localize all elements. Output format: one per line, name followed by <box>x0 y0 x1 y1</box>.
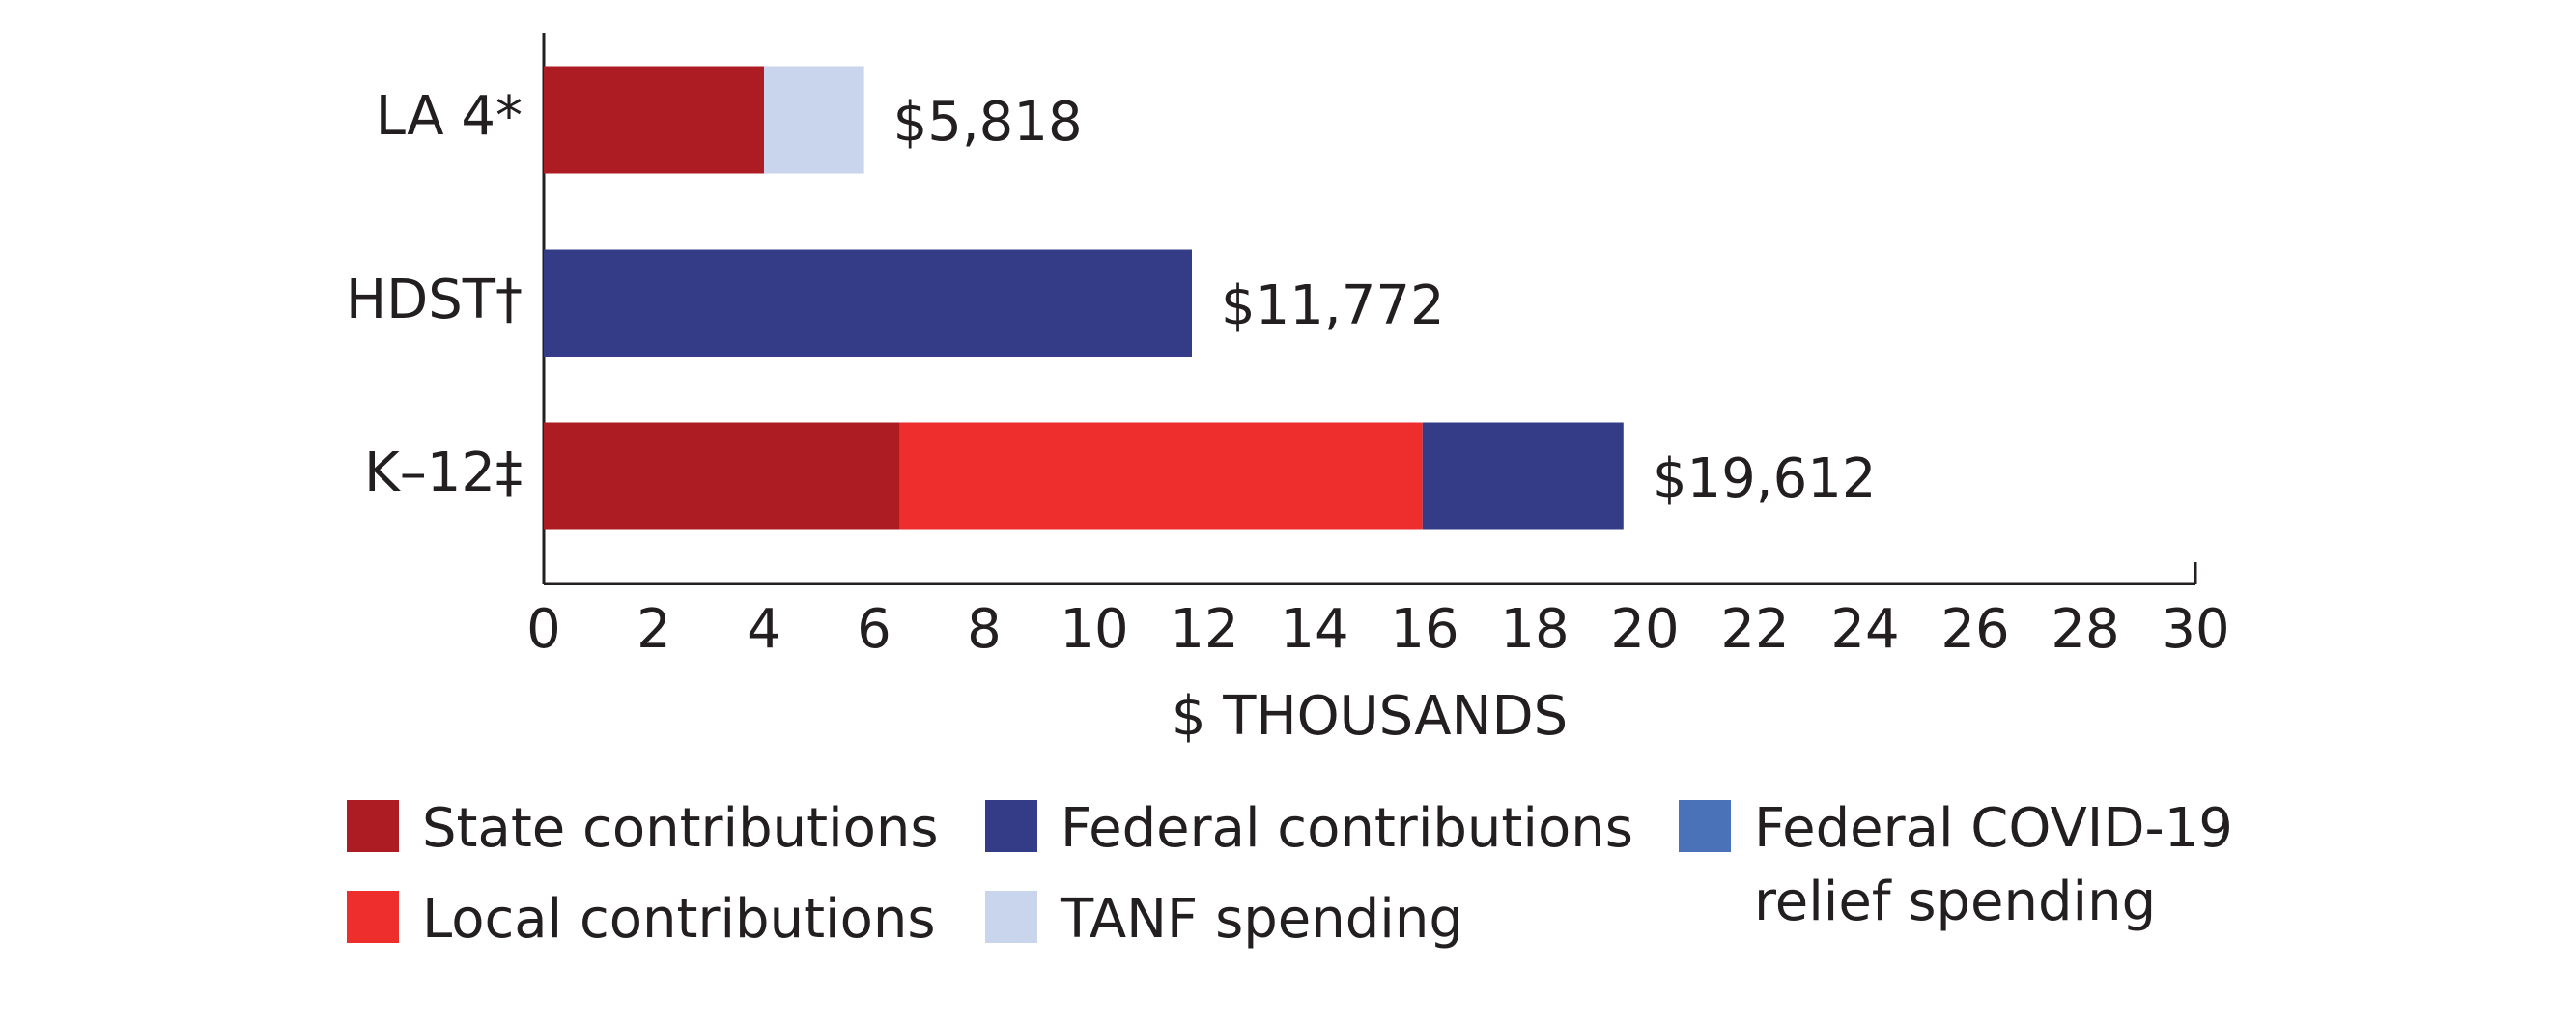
x-tick-label: 26 <box>1940 598 2009 661</box>
legend-item: Federal COVID-19 relief spending <box>1679 792 2278 939</box>
bar-segment <box>1422 422 1624 530</box>
legend-swatch <box>985 800 1037 852</box>
x-axis-label: $ THOUSANDS <box>1172 685 1568 748</box>
bar-segment <box>544 66 764 174</box>
x-tick-label: 30 <box>2161 598 2229 661</box>
x-tick-label: 12 <box>1170 598 1238 661</box>
x-tick-label: 10 <box>1060 598 1128 661</box>
legend-swatch <box>1679 800 1731 852</box>
legend-item: TANF spending <box>985 883 1463 956</box>
x-tick-label: 16 <box>1390 598 1458 661</box>
total-label: $19,612 <box>1653 447 1877 510</box>
legend-label: Federal COVID-19 relief spending <box>1754 797 2233 933</box>
legend-label: Federal contributions <box>1061 797 1633 860</box>
legend-item: Federal contributions <box>985 792 1633 866</box>
x-tick-label: 18 <box>1500 598 1569 661</box>
y-tick-label: HDST† <box>346 269 523 331</box>
bar-segment <box>899 422 1423 530</box>
legend-label: Local contributions <box>422 888 936 951</box>
x-tick-label: 24 <box>1830 598 1899 661</box>
total-label: $5,818 <box>893 91 1083 154</box>
x-tick-label: 2 <box>637 598 671 661</box>
x-tick-label: 14 <box>1280 598 1348 661</box>
legend-swatch <box>985 891 1037 943</box>
y-tick-label: K–12‡ <box>364 442 523 504</box>
x-tick-label: 4 <box>747 598 781 661</box>
x-tick-label: 28 <box>2051 598 2119 661</box>
x-tick-label: 22 <box>1720 598 1789 661</box>
legend-swatch <box>347 891 399 943</box>
bar-segment <box>764 66 864 174</box>
x-tick-label: 0 <box>526 598 561 661</box>
x-tick-label: 8 <box>967 598 1002 661</box>
legend-item: Local contributions <box>347 883 936 956</box>
legend-item: State contributions <box>347 792 939 866</box>
y-tick-label: LA 4* <box>376 85 523 148</box>
bar-segment <box>544 422 900 530</box>
legend-label: State contributions <box>422 797 939 860</box>
legend-label: TANF spending <box>1061 888 1463 951</box>
legend-swatch <box>347 800 399 852</box>
x-tick-label: 6 <box>857 598 892 661</box>
x-tick-label: 20 <box>1610 598 1679 661</box>
total-label: $11,772 <box>1221 274 1445 337</box>
bar-segment <box>544 249 1193 357</box>
